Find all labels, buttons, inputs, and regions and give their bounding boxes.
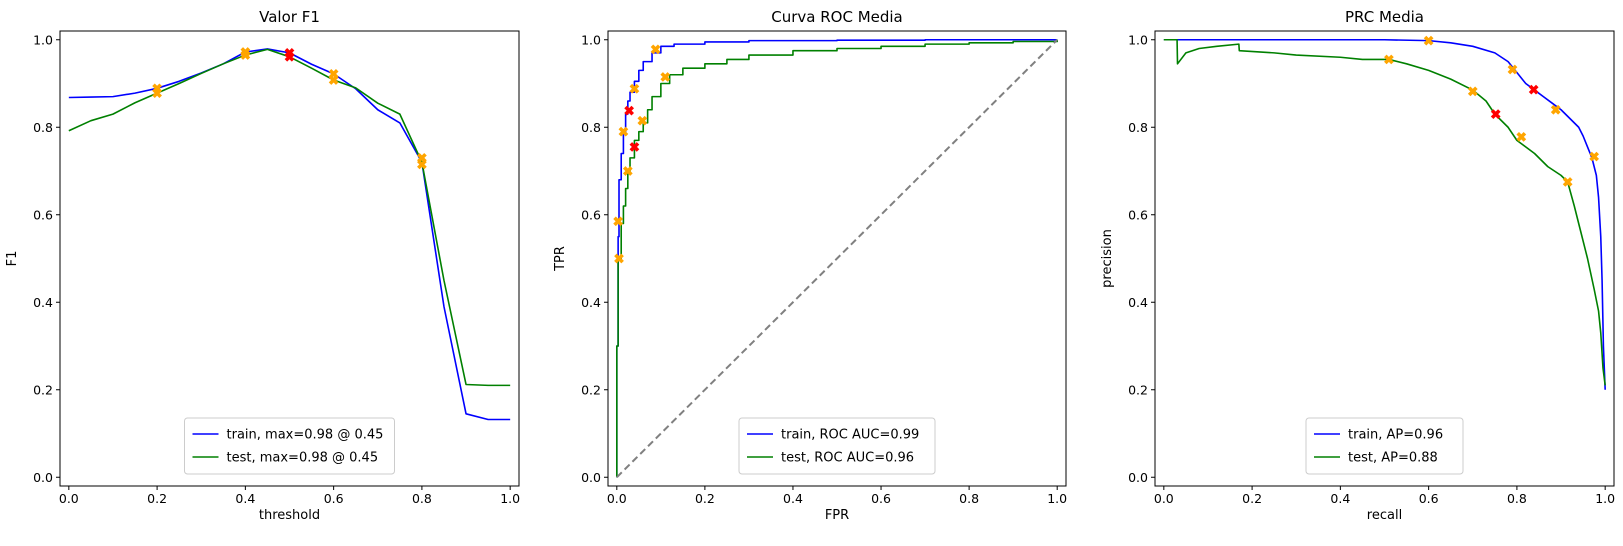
x-tick-label: 1.0 xyxy=(1595,491,1615,506)
threshold-marker xyxy=(1528,84,1539,95)
threshold-marker xyxy=(1550,104,1561,115)
x-tick-label: 0.0 xyxy=(607,491,627,506)
chart-2: 0.0 0.2 0.4 0.6 0.8 1.0 0.0 0.2 0.4 0.6 0.8 1.0 Curv… xyxy=(553,8,1067,523)
threshold-marker xyxy=(618,126,629,137)
threshold-marker xyxy=(1423,35,1434,46)
x-tick-label: 0.8 xyxy=(1507,491,1527,506)
threshold-marker xyxy=(637,115,648,126)
x-tick-label: 0.2 xyxy=(695,491,715,506)
y-tick-label: 1.0 xyxy=(581,32,601,47)
x-tick-label: 0.2 xyxy=(147,491,167,506)
axes-frame xyxy=(59,30,520,487)
threshold-marker xyxy=(660,72,671,82)
threshold-marker xyxy=(417,159,427,170)
y-tick-label: 0.4 xyxy=(1128,295,1148,310)
threshold-marker xyxy=(240,50,251,60)
y-tick-label: 1.0 xyxy=(1128,32,1148,47)
x-tick-label: 0.4 xyxy=(235,491,255,506)
x-tick-label: 0.6 xyxy=(1419,491,1439,506)
legend-label: test, ROC AUC=0.96 xyxy=(781,451,914,466)
axes-frame xyxy=(607,30,1067,487)
threshold-marker xyxy=(284,51,295,62)
threshold-marker xyxy=(622,166,633,176)
x-tick-label: 0.6 xyxy=(324,491,344,506)
series-line-2 xyxy=(1163,38,1606,386)
diagonal-reference-line xyxy=(616,39,1058,478)
x-tick-label: 1.0 xyxy=(500,491,520,506)
y-axis-label: precision xyxy=(1100,229,1115,288)
x-axis-label: FPR xyxy=(825,508,849,523)
legend: train, ROC AUC=0.99 test, ROC AUC=0.96 xyxy=(738,417,936,475)
threshold-marker xyxy=(624,105,635,116)
y-tick-label: 0.4 xyxy=(581,295,601,310)
threshold-marker xyxy=(1467,86,1478,97)
threshold-marker xyxy=(328,75,339,85)
threshold-marker xyxy=(1490,109,1501,119)
series-line-1 xyxy=(1163,38,1606,390)
x-tick-label: 0.6 xyxy=(871,491,891,506)
y-tick-label: 0.0 xyxy=(581,470,601,485)
y-tick-label: 0.8 xyxy=(1128,120,1148,135)
x-tick-label: 0.8 xyxy=(959,491,979,506)
y-tick-label: 0.6 xyxy=(33,207,53,222)
y-tick-label: 0.4 xyxy=(33,295,53,310)
legend: train, AP=0.96 test, AP=0.88 xyxy=(1305,417,1464,475)
x-tick-label: 0.0 xyxy=(1154,491,1174,506)
y-tick-label: 0.6 xyxy=(581,207,601,222)
legend-label: test, AP=0.88 xyxy=(1348,451,1438,466)
chart-1: 0.0 0.2 0.4 0.6 0.8 1.0 0.0 0.2 0.4 0.6 0.8 1.0 Valo… xyxy=(5,8,520,523)
threshold-marker xyxy=(1507,64,1518,75)
series-line-1 xyxy=(616,38,1058,478)
x-axis-label: recall xyxy=(1367,508,1402,523)
series-line-2 xyxy=(68,48,511,387)
threshold-marker xyxy=(1384,54,1394,65)
axes-frame xyxy=(1154,30,1615,487)
threshold-marker xyxy=(1516,132,1527,142)
y-axis-label: F1 xyxy=(5,251,20,267)
y-tick-label: 0.2 xyxy=(33,382,53,397)
x-axis-label: threshold xyxy=(259,508,320,523)
legend-label: train, ROC AUC=0.99 xyxy=(781,428,919,443)
legend-label: train, max=0.98 @ 0.45 xyxy=(227,428,384,443)
series-line-1 xyxy=(68,48,511,421)
y-tick-label: 0.8 xyxy=(581,120,601,135)
threshold-marker xyxy=(152,88,162,98)
x-tick-label: 0.0 xyxy=(59,491,79,506)
legend-label: test, max=0.98 @ 0.45 xyxy=(227,451,379,466)
legend-box xyxy=(184,417,395,475)
threshold-marker xyxy=(1562,177,1573,187)
x-tick-label: 0.4 xyxy=(1330,491,1350,506)
y-tick-label: 0.2 xyxy=(581,382,601,397)
threshold-marker xyxy=(650,44,661,55)
threshold-marker xyxy=(614,253,624,264)
legend-box xyxy=(1305,417,1464,475)
legend-box xyxy=(738,417,936,475)
legend: train, max=0.98 @ 0.45 test, max=0.98 @ 0… xyxy=(184,417,395,475)
y-tick-label: 1.0 xyxy=(33,32,53,47)
y-tick-label: 0.0 xyxy=(1128,470,1148,485)
x-tick-label: 1.0 xyxy=(1047,491,1067,506)
y-tick-label: 0.8 xyxy=(33,120,53,135)
threshold-marker xyxy=(629,83,640,94)
threshold-marker xyxy=(629,142,640,152)
x-tick-label: 0.2 xyxy=(1242,491,1262,506)
x-tick-label: 0.8 xyxy=(412,491,432,506)
chart-title: Curva ROC Media xyxy=(771,8,903,26)
chart-title: Valor F1 xyxy=(259,8,320,26)
legend-label: train, AP=0.96 xyxy=(1348,428,1443,443)
series-line-2 xyxy=(616,39,1058,478)
y-axis-label: TPR xyxy=(553,246,568,272)
chart-3: 0.0 0.2 0.4 0.6 0.8 1.0 0.0 0.2 0.4 0.6 0.8 1.0 PRC … xyxy=(1100,8,1615,523)
chart-title: PRC Media xyxy=(1345,8,1424,26)
threshold-marker xyxy=(613,216,624,227)
y-tick-label: 0.2 xyxy=(1128,382,1148,397)
threshold-marker xyxy=(1589,151,1600,162)
y-tick-label: 0.6 xyxy=(1128,207,1148,222)
x-tick-label: 0.4 xyxy=(783,491,803,506)
y-tick-label: 0.0 xyxy=(33,470,53,485)
